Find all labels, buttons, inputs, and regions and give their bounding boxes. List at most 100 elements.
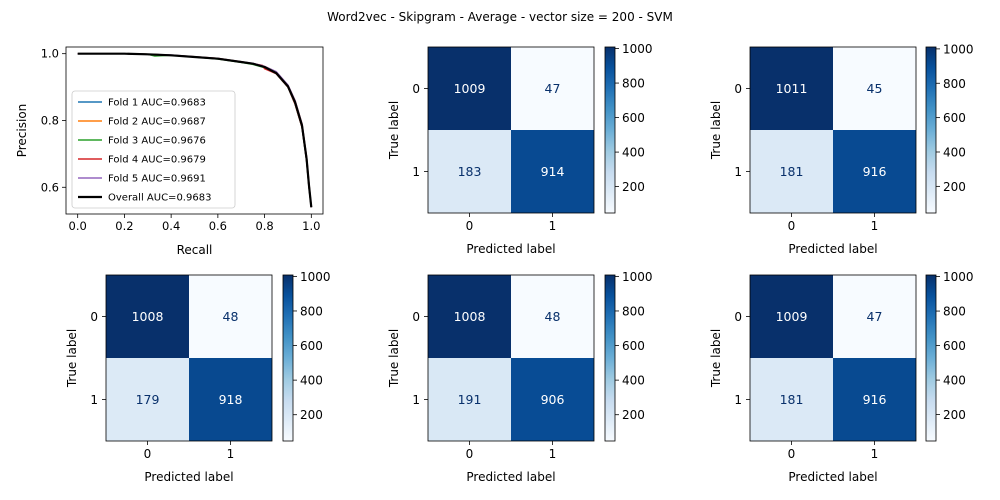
- heatmap-cell: [750, 47, 833, 130]
- cm-axes-frame: [105, 274, 273, 442]
- cell-value-label: 918: [219, 392, 243, 407]
- y-tick-label: 0: [90, 310, 98, 324]
- confusion-matrix-4: 1008 48 191 906 0 1 0 1 Predicted label True labe…: [387, 270, 653, 484]
- colorbar-tick-label: 600: [622, 339, 645, 353]
- heatmap-cell: [106, 275, 189, 358]
- cell-value-label: 179: [136, 392, 160, 407]
- colorbar-tick-label: 1000: [943, 270, 974, 284]
- legend-entry: Fold 1 AUC=0.9683: [108, 98, 206, 109]
- cell-value-label: 181: [780, 164, 804, 179]
- legend-entry: Fold 5 AUC=0.9691: [108, 174, 206, 185]
- colorbar-tick-label: 1000: [622, 42, 653, 56]
- heatmap-cell: [750, 130, 833, 213]
- y-axis-label: True label: [65, 329, 79, 388]
- confusion-matrix-5: 1009 47 181 916 0 1 0 1 Predicted label True labe…: [709, 270, 974, 484]
- cm-axes-frame: [427, 46, 595, 214]
- x-tick-label: 0: [788, 447, 796, 461]
- colorbar-tick-label: 400: [622, 374, 645, 388]
- x-tick-label: 0: [466, 447, 474, 461]
- x-axis-label: Predicted label: [144, 470, 233, 484]
- cell-value-label: 914: [541, 164, 565, 179]
- x-tick-label: 0.2: [115, 219, 133, 233]
- heatmap-cell: [189, 358, 272, 441]
- heatmap-cell: [511, 358, 594, 441]
- cell-value-label: 916: [863, 392, 887, 407]
- pr-series-line: [77, 52, 313, 208]
- cell-value-label: 1009: [776, 309, 808, 324]
- colorbar: [925, 274, 937, 442]
- y-axis-label: True label: [387, 329, 401, 388]
- confusion-matrix-1: 1009 47 183 914 0 1 0 1 Predicted label True labe…: [387, 42, 653, 256]
- y-tick-label: 0: [412, 310, 420, 324]
- y-axis-label: True label: [709, 101, 723, 160]
- colorbar: [604, 274, 616, 442]
- colorbar-tick-label: 600: [300, 339, 323, 353]
- x-tick-label: 0.6: [209, 219, 227, 233]
- y-tick-label: 1: [734, 165, 742, 179]
- x-tick-label: 0.0: [69, 219, 87, 233]
- y-tick-label: 1.0: [41, 47, 59, 61]
- y-tick-label: 0: [734, 82, 742, 96]
- x-tick-label: 1.0: [302, 219, 320, 233]
- cell-value-label: 191: [458, 392, 482, 407]
- x-axis-label: Predicted label: [466, 242, 555, 256]
- colorbar-tick-label: 400: [943, 145, 966, 159]
- heatmap-cell: [750, 358, 833, 441]
- legend-entry: Fold 3 AUC=0.9676: [108, 136, 206, 147]
- cell-value-label: 1008: [454, 309, 486, 324]
- legend-entry: Fold 4 AUC=0.9679: [108, 155, 206, 166]
- cell-value-label: 1009: [454, 81, 486, 96]
- pr-axes-frame: [65, 46, 324, 215]
- colorbar-tick-label: 600: [622, 111, 645, 125]
- cm-axes-frame: [749, 274, 917, 442]
- colorbar-tick-label: 200: [300, 408, 323, 422]
- y-tick-label: 0: [412, 82, 420, 96]
- heatmap-cell: [189, 275, 272, 358]
- x-tick-label: 1: [227, 447, 235, 461]
- x-tick-label: 0: [466, 219, 474, 233]
- cell-value-label: 48: [223, 309, 239, 324]
- legend-entry: Fold 2 AUC=0.9687: [108, 117, 206, 128]
- confusion-matrix-3: 1008 48 179 918 0 1 0 1 Predicted label True labe…: [65, 270, 331, 484]
- heatmap-cell: [511, 47, 594, 130]
- y-tick-label: 0.8: [41, 113, 59, 127]
- heatmap-cell: [428, 130, 511, 213]
- x-axis-label: Predicted label: [788, 242, 877, 256]
- colorbar-tick-label: 200: [943, 180, 966, 194]
- colorbar-tick-label: 800: [943, 77, 966, 91]
- y-axis-label: True label: [387, 101, 401, 160]
- x-tick-label: 0.8: [255, 219, 273, 233]
- x-axis-label: Recall: [177, 243, 213, 257]
- x-axis-label: Predicted label: [788, 470, 877, 484]
- cell-value-label: 47: [545, 81, 561, 96]
- y-tick-label: 1: [734, 393, 742, 407]
- colorbar-tick-label: 400: [300, 374, 323, 388]
- colorbar-tick-label: 800: [622, 304, 645, 318]
- y-tick-label: 1: [90, 393, 98, 407]
- colorbar-tick-label: 600: [943, 111, 966, 125]
- heatmap-cell: [428, 47, 511, 130]
- cell-value-label: 906: [541, 392, 565, 407]
- x-tick-label: 1: [549, 219, 557, 233]
- y-tick-label: 0.6: [41, 180, 59, 194]
- y-axis-label: True label: [709, 329, 723, 388]
- colorbar-tick-label: 1000: [943, 42, 974, 56]
- legend-entry: Overall AUC=0.9683: [108, 193, 211, 204]
- x-axis-label: Predicted label: [466, 470, 555, 484]
- cell-value-label: 181: [780, 392, 804, 407]
- heatmap-cell: [750, 275, 833, 358]
- figure-title: Word2vec - Skipgram - Average - vector s…: [327, 10, 673, 24]
- colorbar-tick-label: 800: [300, 304, 323, 318]
- heatmap-cell: [511, 130, 594, 213]
- heatmap-cell: [428, 275, 511, 358]
- legend-box: [71, 90, 236, 209]
- colorbar-tick-label: 800: [622, 77, 645, 91]
- colorbar-tick-label: 400: [622, 146, 645, 160]
- pr-legend: Fold 1 AUC=0.9683 Fold 2 AUC=0.9687 Fold 3…: [71, 90, 236, 209]
- heatmap-cell: [833, 275, 916, 358]
- heatmap-cell: [428, 358, 511, 441]
- y-tick-label: 1: [412, 165, 420, 179]
- colorbar: [604, 46, 616, 214]
- heatmap-cell: [106, 358, 189, 441]
- cell-value-label: 1008: [132, 309, 164, 324]
